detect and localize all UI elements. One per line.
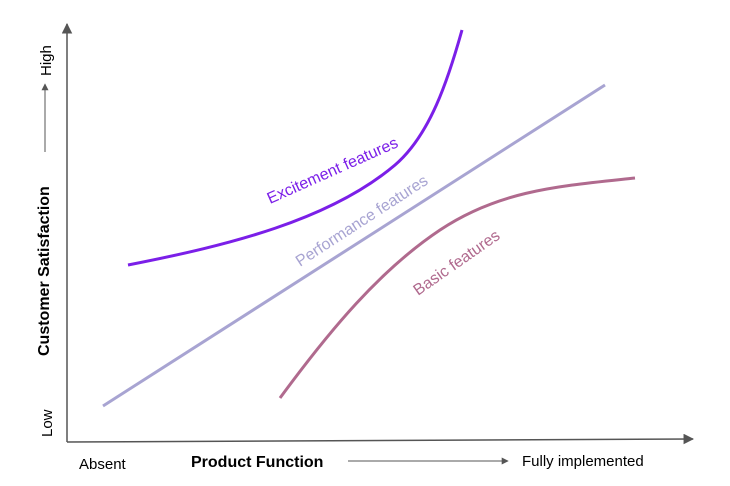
x-max-label: Fully implemented: [522, 453, 644, 470]
basic-curve: [278, 176, 636, 399]
x-axis-title: Product Function: [191, 454, 323, 471]
x-min-label: Absent: [79, 456, 127, 473]
basic-label: Basic features: [411, 227, 504, 299]
excitement-curve: [127, 29, 464, 267]
y-min-label: Low: [39, 409, 56, 437]
excitement-label: Excitement features: [265, 135, 401, 208]
performance-line: [102, 83, 606, 408]
x-axis: [66, 433, 695, 445]
y-max-label: High: [38, 45, 55, 76]
y-axis-title: Customer Satisfaction: [36, 186, 53, 356]
